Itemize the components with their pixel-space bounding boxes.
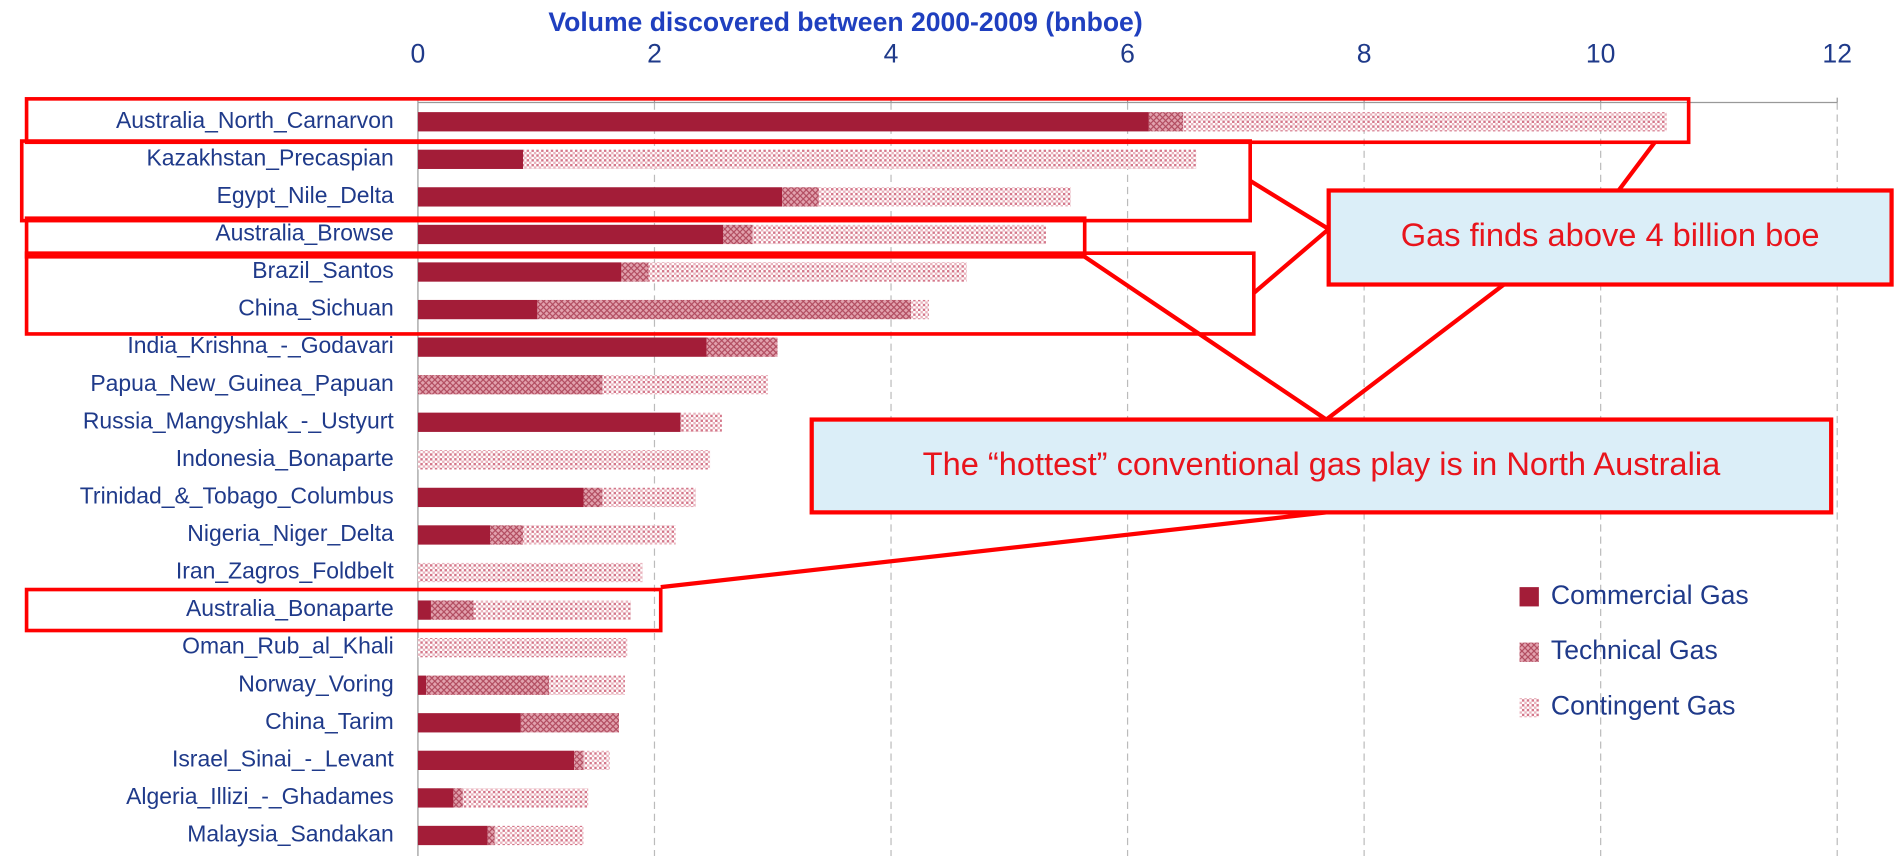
- y-tick-label: Nigeria_Niger_Delta: [187, 520, 394, 546]
- x-tick-label: 2: [647, 38, 662, 68]
- plot-area: 0 2 4 6 8 10 12 Australia_North_Carnarvon Kazakh…: [80, 38, 1852, 856]
- bar-segment: [537, 299, 912, 320]
- y-tick-label: Malaysia_Sandakan: [187, 821, 393, 847]
- bar-segment: [621, 262, 649, 282]
- bar-segment: [1183, 112, 1667, 132]
- bar-segment: [1148, 112, 1184, 132]
- x-tick-label: 12: [1822, 38, 1852, 68]
- bar-segment: [417, 299, 538, 320]
- bar-segment: [487, 825, 495, 846]
- bar-segment: [602, 375, 769, 395]
- bar-segment: [523, 525, 676, 545]
- y-tick-label: Iran_Zagros_Foldbelt: [176, 558, 395, 584]
- bar-segment: [417, 600, 431, 620]
- y-tick-label: Australia_Browse: [215, 220, 393, 246]
- y-tick-label: Israel_Sinai_-_Levant: [172, 745, 394, 771]
- pointer: [1249, 179, 1333, 295]
- bar-segment: [723, 224, 753, 245]
- y-tick-label: Trinidad_&_Tobago_Columbus: [80, 482, 394, 508]
- highlight-box: [24, 587, 663, 633]
- x-tick-label: 0: [411, 38, 426, 68]
- legend-label: Commercial Gas: [1551, 580, 1749, 610]
- x-tick-label: 10: [1586, 38, 1616, 68]
- legend-swatch: [1519, 587, 1539, 607]
- y-tick-label: Australia_Bonaparte: [186, 595, 394, 621]
- highlight-box: [24, 251, 1256, 336]
- bar-segment: [574, 750, 584, 770]
- callout: [809, 417, 1834, 515]
- bar-segment: [706, 337, 778, 357]
- bar-segment: [417, 675, 427, 695]
- bar-segment: [494, 825, 584, 846]
- bar-segment: [462, 788, 589, 808]
- annotation: Gas finds above 4 billion boe: [1401, 217, 1820, 253]
- bar-segment: [602, 487, 696, 508]
- bar-segment: [417, 450, 711, 470]
- bar-segment: [426, 675, 550, 695]
- legend-swatch: [1519, 642, 1539, 662]
- bar-segment: [417, 224, 724, 245]
- bar-segment: [417, 638, 628, 658]
- bar-segment: [680, 412, 722, 432]
- bar-segment: [417, 562, 643, 583]
- bar-segment: [417, 149, 524, 169]
- bar-segment: [430, 600, 474, 620]
- bar-segment: [782, 187, 819, 207]
- legend-label: Technical Gas: [1551, 635, 1718, 665]
- bar-segment: [520, 713, 619, 733]
- bar-segment: [417, 262, 622, 282]
- annotation: The “hottest” conventional gas play is i…: [923, 446, 1721, 482]
- y-tick-label: Kazakhstan_Precaspian: [146, 144, 393, 170]
- pointer: [1616, 140, 1657, 192]
- bar-segment: [583, 750, 610, 770]
- bar-segment: [417, 713, 521, 733]
- bar-segment: [417, 187, 783, 207]
- y-tick-label: China_Sichuan: [238, 295, 394, 321]
- bar-segment: [523, 149, 1197, 169]
- bar-segment: [417, 412, 681, 432]
- annotation-layer: Gas finds above 4 billion boe The “hotte…: [19, 97, 1894, 633]
- bar-segment: [417, 525, 491, 545]
- y-tick-label: India_Krishna_-_Godavari: [127, 332, 393, 358]
- y-tick-label: Norway_Voring: [238, 670, 393, 696]
- callout: [1326, 188, 1894, 287]
- y-tick-label: Papua_New_Guinea_Papuan: [90, 370, 393, 396]
- y-tick-label: China_Tarim: [265, 708, 394, 734]
- y-tick-label: Oman_Rub_al_Khali: [182, 633, 394, 659]
- bar-segment: [911, 299, 929, 320]
- plot: Volume discovered between 2000-2009 (bnb…: [19, 7, 1894, 856]
- chart-title: Volume discovered between 2000-2009 (bnb…: [548, 7, 1142, 37]
- y-tick-label: Indonesia_Bonaparte: [176, 445, 394, 471]
- legend-label: Contingent Gas: [1551, 691, 1736, 721]
- bar-segment: [583, 487, 603, 508]
- bar-segment: [417, 112, 1149, 132]
- bar-segment: [818, 187, 1071, 207]
- bar-segment: [417, 750, 575, 770]
- bar-segment: [417, 825, 488, 846]
- y-tick-label: Egypt_Nile_Delta: [217, 182, 394, 208]
- bar-segment: [417, 337, 707, 357]
- bar-segment: [648, 262, 967, 282]
- bar-segment: [453, 788, 463, 808]
- y-tick-label: Algeria_Illizi_-_Ghadames: [126, 783, 394, 809]
- highlight-box: [24, 216, 1087, 259]
- pointer: [660, 510, 1327, 590]
- x-tick-label: 4: [884, 38, 899, 68]
- bar-segment: [417, 375, 603, 395]
- y-tick-label: Brazil_Santos: [252, 257, 393, 283]
- legend-swatch: [1519, 698, 1539, 718]
- bar-segment: [417, 487, 584, 508]
- x-tick-label: 8: [1357, 38, 1372, 68]
- bar-segment: [549, 675, 625, 695]
- bar-segment: [752, 224, 1046, 245]
- bar-segment: [473, 600, 631, 620]
- bar-segment: [490, 525, 524, 545]
- y-tick-label: Russia_Mangyshlak_-_Ustyurt: [83, 407, 395, 433]
- x-tick-label: 6: [1120, 38, 1135, 68]
- y-tick-label: Australia_North_Carnarvon: [116, 107, 394, 133]
- bar-segment: [417, 788, 454, 808]
